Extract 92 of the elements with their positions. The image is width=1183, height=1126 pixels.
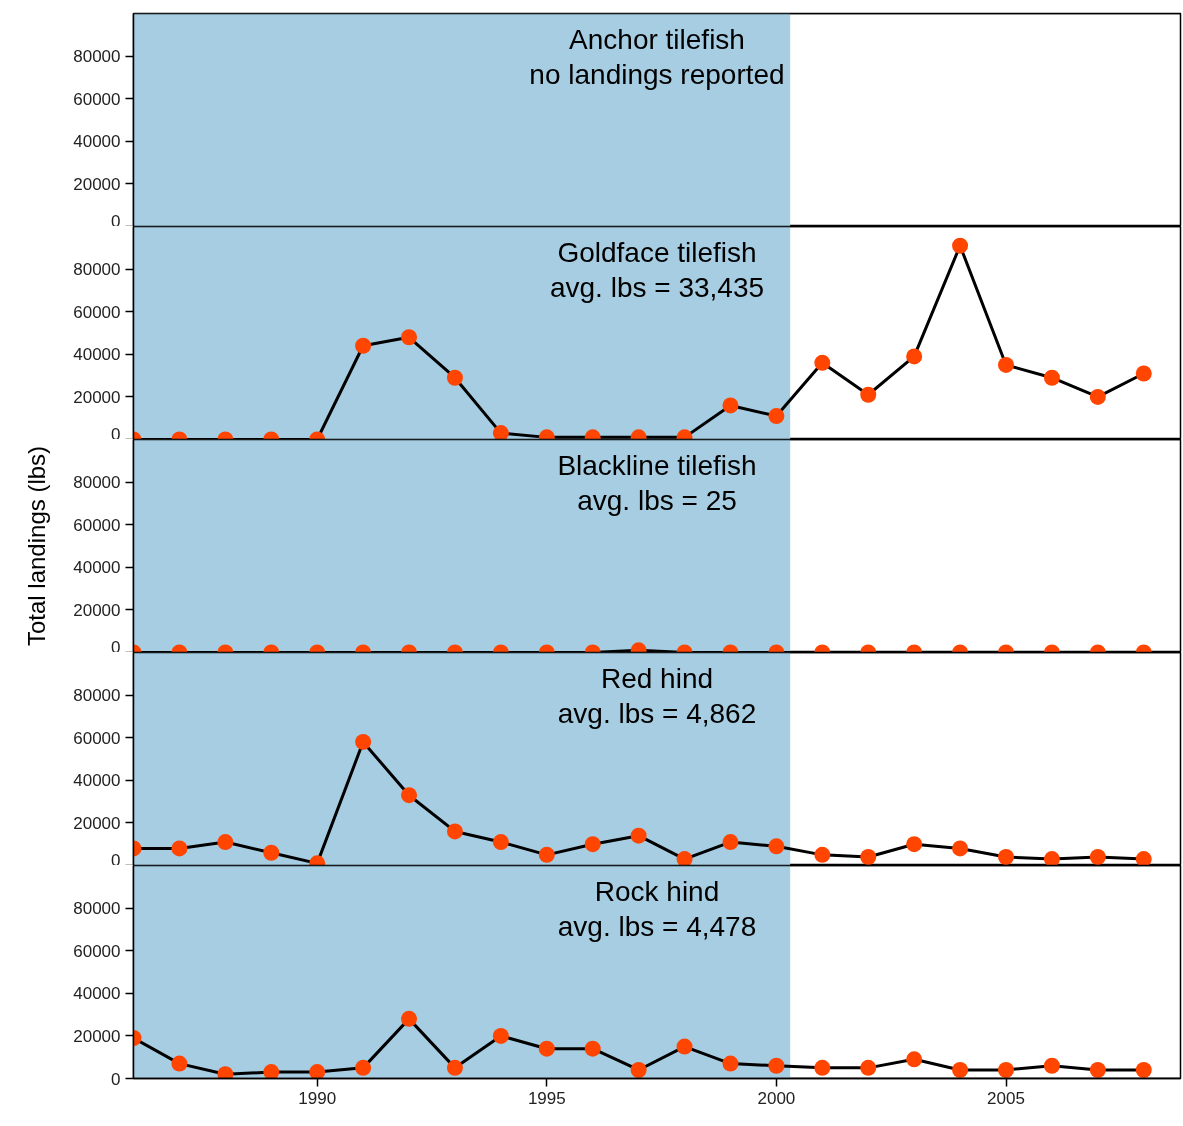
point <box>446 1059 463 1076</box>
y-tick-label: 60000 <box>73 89 121 109</box>
text: avg. lbs = 4,478 <box>557 910 757 942</box>
point <box>998 849 1014 865</box>
point <box>171 1055 188 1072</box>
point <box>860 386 877 403</box>
point <box>584 836 601 853</box>
point <box>355 337 372 354</box>
point <box>814 354 831 371</box>
point <box>446 369 463 386</box>
x-tick-label: 1995 <box>527 1088 566 1108</box>
y-tick-label: 60000 <box>73 728 121 748</box>
point <box>538 846 555 863</box>
y-tick-label: 80000 <box>73 260 121 280</box>
point <box>722 1055 739 1072</box>
point <box>1043 851 1060 865</box>
point <box>492 1027 509 1044</box>
point <box>401 1010 418 1027</box>
point <box>1043 369 1060 386</box>
y-tick-label: 60000 <box>73 941 121 961</box>
y-tick-label: 80000 <box>73 899 121 919</box>
point <box>630 827 647 844</box>
y-tick-label: 80000 <box>73 47 121 67</box>
point <box>906 348 923 365</box>
chart-title: Blackline tilefish <box>557 449 757 481</box>
point <box>1089 388 1106 405</box>
y-tick-label: 40000 <box>73 771 121 791</box>
point <box>722 834 739 851</box>
y-tick-label: 20000 <box>73 813 121 833</box>
y-tick-label: 60000 <box>73 302 121 322</box>
y-tick-label: 40000 <box>73 345 121 365</box>
point <box>768 1057 785 1074</box>
point <box>1089 849 1106 865</box>
x-tick-label: 2005 <box>987 1088 1025 1108</box>
y-tick-label: 40000 <box>73 558 121 578</box>
x-tick-label: 1990 <box>298 1088 337 1108</box>
y-tick-label: 20000 <box>73 600 121 620</box>
point <box>952 1062 969 1078</box>
y-axis-title: Total landings (lbs) <box>23 445 51 647</box>
text: avg. lbs = 33,435 <box>549 271 765 303</box>
point <box>263 844 280 861</box>
point <box>355 1059 372 1076</box>
point <box>355 733 372 750</box>
chart-title: Rock hind <box>594 875 720 907</box>
point <box>814 846 831 863</box>
x-tick-label: 2000 <box>757 1088 796 1108</box>
point <box>309 1064 326 1079</box>
point <box>492 834 509 851</box>
point <box>538 1040 555 1057</box>
y-tick-label: 0 <box>111 1069 121 1089</box>
point <box>1089 1062 1106 1078</box>
point <box>217 834 234 851</box>
point <box>998 1062 1014 1078</box>
y-tick-label: 0 <box>111 424 121 444</box>
point <box>1135 365 1152 382</box>
text: no landings reported <box>529 58 785 90</box>
y-tick-label: 80000 <box>73 686 121 706</box>
text: avg. lbs = 25 <box>577 484 737 516</box>
point <box>676 1038 693 1055</box>
point <box>1135 851 1152 865</box>
y-tick-label: 0 <box>111 850 121 870</box>
point <box>263 1064 280 1079</box>
point <box>814 1059 831 1076</box>
point <box>906 836 923 853</box>
point <box>171 840 188 857</box>
y-tick-label: 40000 <box>73 984 121 1004</box>
y-tick-label: 60000 <box>73 515 121 535</box>
point <box>401 329 418 346</box>
y-tick-label: 20000 <box>73 1026 121 1046</box>
chart-title: Anchor tilefish <box>569 23 745 55</box>
y-tick-label: 20000 <box>73 387 121 407</box>
chart-title: Red hind <box>600 662 714 694</box>
point <box>998 356 1014 373</box>
point <box>906 1051 923 1068</box>
y-tick-label: 0 <box>111 637 121 657</box>
y-tick-label: 40000 <box>73 132 121 152</box>
point <box>584 1040 601 1057</box>
point <box>860 849 877 865</box>
point <box>446 823 463 840</box>
point <box>630 1062 647 1078</box>
y-tick-label: 20000 <box>73 174 121 194</box>
point <box>860 1059 877 1076</box>
point <box>768 838 785 855</box>
y-tick-label: 80000 <box>73 473 121 493</box>
chart-title: Goldface tilefish <box>557 236 757 268</box>
text: avg. lbs = 4,862 <box>557 697 757 729</box>
point <box>401 787 418 804</box>
point <box>952 840 969 857</box>
point <box>1043 1057 1060 1074</box>
y-tick-label: 0 <box>111 211 121 231</box>
point <box>1135 1062 1152 1078</box>
point <box>676 851 693 865</box>
